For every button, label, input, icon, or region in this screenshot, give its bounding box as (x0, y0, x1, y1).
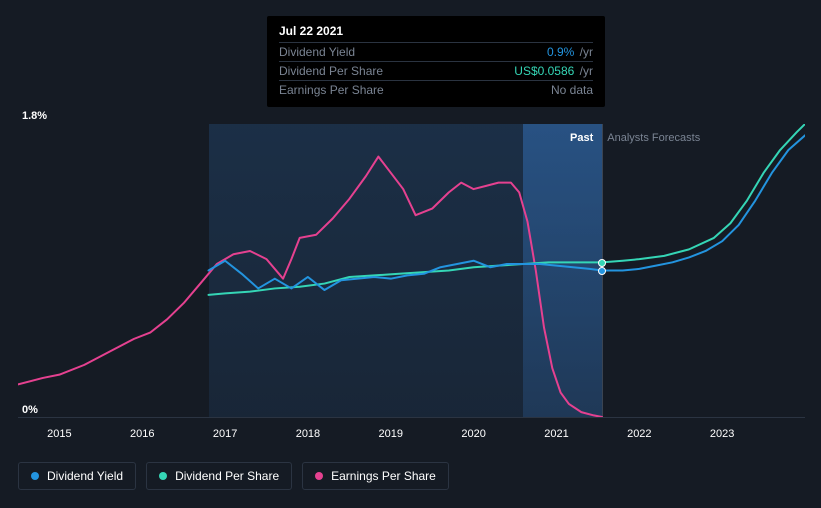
x-axis: 2015 2016 2017 2018 2019 2020 2021 2022 2023 (18, 428, 805, 444)
legend-item[interactable]: Earnings Per Share (302, 462, 449, 490)
legend-dot-icon (159, 472, 167, 480)
tooltip-row-value: No data (551, 83, 593, 97)
tooltip-row: Dividend Yield 0.9% /yr (279, 42, 593, 61)
tooltip-date: Jul 22 2021 (279, 24, 593, 38)
xaxis-tick: 2018 (296, 428, 320, 440)
legend-item[interactable]: Dividend Yield (18, 462, 136, 490)
xaxis-tick: 2017 (213, 428, 237, 440)
dividend_yield-line (209, 135, 806, 290)
xaxis-tick: 2021 (544, 428, 568, 440)
xaxis-tick: 2022 (627, 428, 651, 440)
legend-dot-icon (31, 472, 39, 480)
legend-label: Earnings Per Share (331, 469, 436, 483)
tooltip-row-value: US$0.0586 /yr (514, 64, 593, 78)
tooltip-row-label: Dividend Per Share (279, 64, 383, 78)
xaxis-tick: 2020 (461, 428, 485, 440)
tooltip-row-value: 0.9% /yr (547, 45, 593, 59)
chart-lines (18, 124, 805, 417)
tooltip-row: Dividend Per Share US$0.0586 /yr (279, 61, 593, 80)
legend-item[interactable]: Dividend Per Share (146, 462, 292, 490)
hover-tooltip: Jul 22 2021 Dividend Yield0.9% /yrDivide… (267, 16, 605, 107)
chart-plot-area[interactable]: Past Analysts Forecasts (18, 124, 805, 418)
dividend_per_share-line (209, 124, 806, 295)
xaxis-tick: 2016 (130, 428, 154, 440)
dividend_yield-hover-marker (598, 267, 606, 275)
earnings_per_share-line (18, 157, 602, 417)
legend: Dividend Yield Dividend Per Share Earnings… (18, 462, 449, 490)
tooltip-row-label: Earnings Per Share (279, 83, 384, 97)
legend-dot-icon (315, 472, 323, 480)
xaxis-tick: 2019 (379, 428, 403, 440)
xaxis-tick: 2023 (710, 428, 734, 440)
xaxis-tick: 2015 (47, 428, 71, 440)
legend-label: Dividend Per Share (175, 469, 279, 483)
tooltip-row: Earnings Per Share No data (279, 80, 593, 99)
legend-label: Dividend Yield (47, 469, 123, 483)
yaxis-max-label: 1.8% (22, 110, 47, 122)
tooltip-row-label: Dividend Yield (279, 45, 355, 59)
dividend_per_share-hover-marker (598, 259, 606, 267)
